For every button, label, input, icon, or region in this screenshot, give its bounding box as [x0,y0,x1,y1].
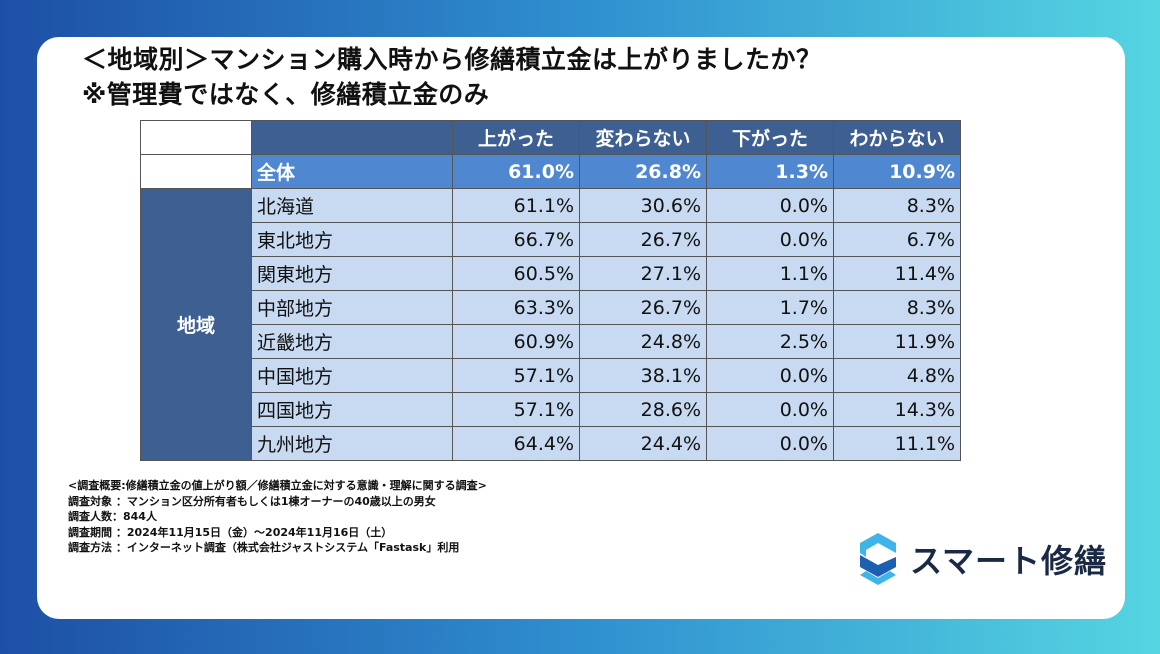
logo-text: スマート修繕 [910,542,1108,580]
brand-logo: スマート修繕 [858,529,1108,589]
region-value: 0.0% [706,188,834,223]
table-row: 近畿地方 60.9% 24.8% 2.5% 11.9% [141,324,961,359]
region-value: 24.8% [579,324,707,359]
total-label: 全体 [251,154,453,189]
region-name: 中部地方 [251,290,453,325]
region-value: 8.3% [833,188,961,223]
total-value: 10.9% [833,154,961,189]
title-line-1: ＜地域別＞マンション購入時から修繕積立金は上がりましたか？ [82,45,822,74]
region-value: 38.1% [579,358,707,393]
region-value: 27.1% [579,256,707,291]
region-value: 57.1% [452,392,580,427]
region-value: 28.6% [579,392,707,427]
table-row: 地域 北海道 61.1% 30.6% 0.0% 8.3% [140,188,961,461]
region-value: 11.1% [833,426,961,461]
region-value: 0.0% [706,358,834,393]
region-value: 11.4% [833,256,961,291]
region-value: 60.9% [452,324,580,359]
note-method: 調査方法 ：インターネット調査（株式会社ジャストシステム「Fastask」利用 [68,541,460,554]
total-value: 1.3% [706,154,834,189]
region-name: 中国地方 [251,358,453,393]
region-value: 0.0% [706,222,834,257]
table-row: 四国地方 57.1% 28.6% 0.0% 14.3% [141,392,961,427]
region-value: 4.8% [833,358,961,393]
region-value: 1.7% [706,290,834,325]
region-value: 57.1% [452,358,580,393]
page-title: ＜地域別＞マンション購入時から修繕積立金は上がりましたか？ ※管理費ではなく、修… [82,42,822,112]
region-name: 近畿地方 [251,324,453,359]
region-value: 60.5% [452,256,580,291]
region-name: 北海道 [251,188,453,223]
table-row: 九州地方 64.4% 24.4% 0.0% 11.1% [141,426,961,461]
region-name: 九州地方 [251,426,453,461]
header-blank-cell-2 [251,120,453,155]
note-period: 調査期間 ：2024年11月15日（金）〜2024年11月16日（土） [68,525,393,539]
region-value: 0.0% [706,426,834,461]
column-header: 変わらない [579,120,707,155]
region-value: 6.7% [833,222,961,257]
region-value: 1.1% [706,256,834,291]
region-name: 東北地方 [251,222,453,257]
region-value: 61.1% [452,188,580,223]
region-value: 24.4% [579,426,707,461]
header-row: 上がった 変わらない 下がった わからない [140,120,961,155]
region-value: 26.7% [579,222,707,257]
column-header: 下がった [706,120,834,155]
table-row: 中国地方 57.1% 38.1% 0.0% 4.8% [141,358,961,393]
table-row: 中部地方 63.3% 26.7% 1.7% 8.3% [141,290,961,325]
region-value: 66.7% [452,222,580,257]
survey-table: 上がった 変わらない 下がった わからない 全体 61.0% 26.8% 1.3… [140,120,961,461]
region-value: 64.4% [452,426,580,461]
total-value: 61.0% [452,154,580,189]
region-group-label: 地域 [140,188,252,461]
region-name: 四国地方 [251,392,453,427]
column-header: 上がった [452,120,580,155]
total-value: 26.8% [579,154,707,189]
title-line-2: ※管理費ではなく、修繕積立金のみ [82,80,490,109]
region-value: 63.3% [452,290,580,325]
region-value: 8.3% [833,290,961,325]
region-value: 30.6% [579,188,707,223]
note-target: 調査対象 ：マンション区分所有者もしくは1棟オーナーの40歳以上の男女 [68,494,436,508]
column-header: わからない [833,120,961,155]
region-value: 26.7% [579,290,707,325]
table-row: 関東地方 60.5% 27.1% 1.1% 11.4% [141,256,961,291]
total-row: 全体 61.0% 26.8% 1.3% 10.9% [140,154,961,189]
region-value: 2.5% [706,324,834,359]
s-logo-icon [860,533,896,585]
table-row: 東北地方 66.7% 26.7% 0.0% 6.7% [141,222,961,257]
region-value: 11.9% [833,324,961,359]
note-overview: <調査概要:修繕積立金の値上がり額／修繕積立金に対する意識・理解に関する調査> [68,479,487,492]
region-value: 14.3% [833,392,961,427]
region-name: 関東地方 [251,256,453,291]
header-blank-cell [140,120,252,155]
total-blank-cell [140,154,252,189]
note-count: 調査人数：844人 [68,510,157,523]
region-value: 0.0% [706,392,834,427]
survey-notes: <調査概要:修繕積立金の値上がり額／修繕積立金に対する意識・理解に関する調査> … [68,478,487,556]
